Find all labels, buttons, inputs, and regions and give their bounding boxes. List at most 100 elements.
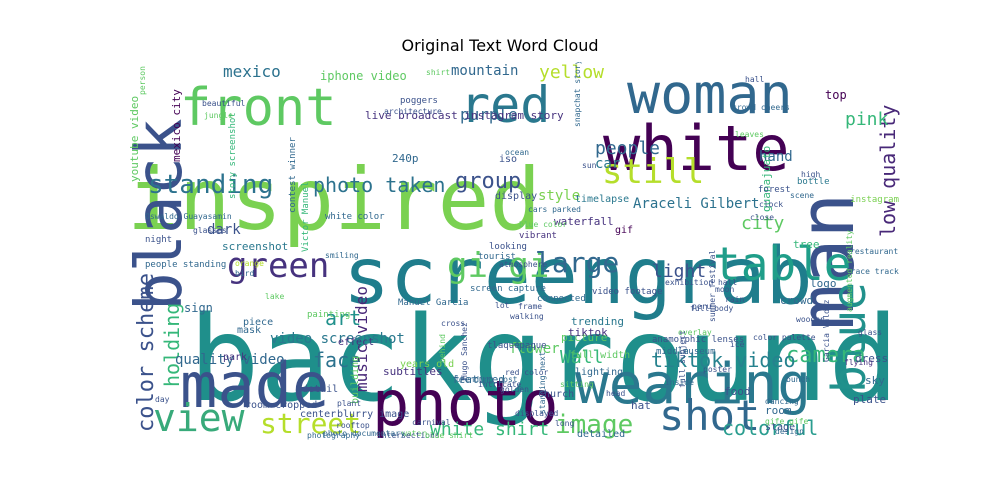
word-hat: hat bbox=[631, 399, 651, 412]
word-green: green bbox=[227, 246, 329, 286]
word-large: large bbox=[535, 246, 619, 279]
word-snapchat-story: snapchat story bbox=[573, 62, 582, 127]
word-head: head bbox=[606, 389, 625, 398]
word-painting: painting bbox=[307, 310, 350, 320]
word-art: art bbox=[325, 306, 361, 330]
word-view: view bbox=[153, 396, 245, 440]
word-cross: cross bbox=[441, 319, 465, 328]
word-anamorphic-lenses: anamorphic lenses bbox=[652, 335, 744, 345]
word-middle: middle bbox=[656, 347, 689, 357]
word-cloud: background inspired screengrab photo wearing… bbox=[125, 62, 900, 441]
word-building: building bbox=[350, 356, 361, 404]
word-center: center bbox=[300, 409, 336, 420]
word-waterfall: waterfall bbox=[554, 215, 614, 228]
word-mask: mask bbox=[237, 325, 261, 336]
word-top: top bbox=[825, 88, 847, 102]
word-wearing: wearing bbox=[575, 352, 811, 417]
word-piece: piece bbox=[243, 317, 273, 328]
word-atmosphere: atmosphere bbox=[499, 260, 547, 269]
word-pink: pink bbox=[845, 109, 889, 130]
word-dancing: dancing bbox=[765, 397, 799, 406]
word-overlay: overlay bbox=[678, 328, 712, 337]
word-image: image bbox=[555, 410, 633, 440]
word-close: close bbox=[750, 213, 774, 222]
word-screengrab: screengrab bbox=[343, 232, 813, 322]
word-face: face bbox=[313, 348, 361, 372]
word-city: city bbox=[741, 213, 785, 234]
word-cars-parked: cars parked bbox=[528, 205, 581, 214]
word-woman: woman bbox=[627, 62, 793, 126]
word-trending: trending bbox=[571, 315, 624, 328]
word-leaves: leaves bbox=[735, 130, 764, 139]
word-people-standing: people standing bbox=[145, 260, 226, 270]
word-style: style bbox=[538, 188, 580, 204]
word-car: car bbox=[595, 156, 620, 172]
chart-title: Original Text Word Cloud bbox=[401, 36, 599, 55]
word-full-body: full body bbox=[690, 304, 734, 313]
word-orange: orange bbox=[235, 259, 264, 268]
word-detail: detail bbox=[302, 384, 338, 395]
word-clock: clock bbox=[759, 200, 783, 209]
word-hand: hand bbox=[759, 149, 793, 165]
word-poster: poster bbox=[703, 365, 732, 374]
word-lighting: lighting bbox=[575, 367, 623, 378]
word-color-scheme: color scheme bbox=[134, 273, 159, 432]
word-purple: purple bbox=[460, 105, 518, 124]
word-detailed: detailed bbox=[577, 429, 625, 440]
word-music-video: music video bbox=[352, 286, 371, 392]
word-forest: forest bbox=[758, 185, 791, 195]
word-blue: blue bbox=[822, 282, 876, 393]
word-made: made bbox=[180, 349, 329, 422]
word-tiktok-video: tiktok video bbox=[651, 348, 796, 372]
word-room: room bbox=[765, 404, 792, 417]
word-display: display bbox=[495, 191, 537, 202]
word-years-old: years old bbox=[400, 359, 454, 370]
word-story-screenshot: story screenshot bbox=[228, 112, 238, 199]
word-displayed: displayed bbox=[515, 409, 559, 418]
word-bird: bird bbox=[235, 269, 254, 278]
word-rooftop: rooftop bbox=[336, 421, 370, 430]
word-plant: plant bbox=[337, 399, 361, 408]
word-intricate: intricate bbox=[478, 380, 522, 389]
word-day: day bbox=[155, 395, 170, 404]
word-lake: lake bbox=[265, 292, 284, 301]
word-front: front bbox=[180, 78, 337, 138]
word-tourist: tourist bbox=[478, 252, 516, 262]
word-photo-taken: photo taken bbox=[313, 173, 445, 197]
word-gif: gif bbox=[615, 225, 633, 236]
word-featured: featured bbox=[452, 373, 505, 386]
word-moon: moon bbox=[715, 285, 734, 294]
word-guanajuato: guanajuato bbox=[760, 146, 773, 212]
word-shot: shot bbox=[659, 391, 760, 440]
word-vibrant: vibrant bbox=[519, 231, 557, 241]
word-video-footage: video footage bbox=[592, 287, 662, 297]
word-dark: dark bbox=[207, 222, 241, 238]
word-food: food bbox=[724, 385, 751, 398]
word-night: night bbox=[145, 235, 172, 245]
word-intersections: intersections bbox=[377, 431, 440, 440]
word-timelapse: timelapse bbox=[575, 194, 629, 205]
word-augmented-reality: augmented reality bbox=[845, 230, 854, 312]
word-photography: photography bbox=[307, 431, 360, 440]
word-inside: inside bbox=[665, 378, 694, 387]
word-beautiful: beautiful bbox=[202, 99, 246, 108]
word-photo-documentary: photo documentary bbox=[323, 429, 405, 438]
word-victor-manuel: Victor Manuel bbox=[301, 182, 311, 252]
word-white: white bbox=[603, 112, 790, 185]
word-oswaldo-guayasamin: Oswaldo Guayasamin bbox=[145, 212, 232, 221]
word-high: high bbox=[801, 170, 820, 179]
word-black: black bbox=[125, 118, 197, 311]
word-sun: sun bbox=[582, 161, 597, 170]
word-240p: 240p bbox=[392, 152, 419, 165]
word-peru: peru bbox=[692, 302, 711, 311]
word-lot: lot bbox=[495, 301, 510, 310]
word-instagram: instagram bbox=[850, 195, 899, 205]
word-full-subject: full subject bbox=[678, 330, 687, 388]
word-carnival: carnival bbox=[412, 418, 451, 427]
word-hugo-sanchez: Hugo Sanchez bbox=[460, 322, 469, 380]
word-low-quality: low quality bbox=[876, 105, 900, 237]
word-water: water bbox=[402, 429, 426, 438]
word-people: people bbox=[595, 138, 660, 159]
word-blue-shirt: blue shirt bbox=[425, 431, 473, 440]
word-contest-winner: contest winner bbox=[288, 137, 298, 213]
